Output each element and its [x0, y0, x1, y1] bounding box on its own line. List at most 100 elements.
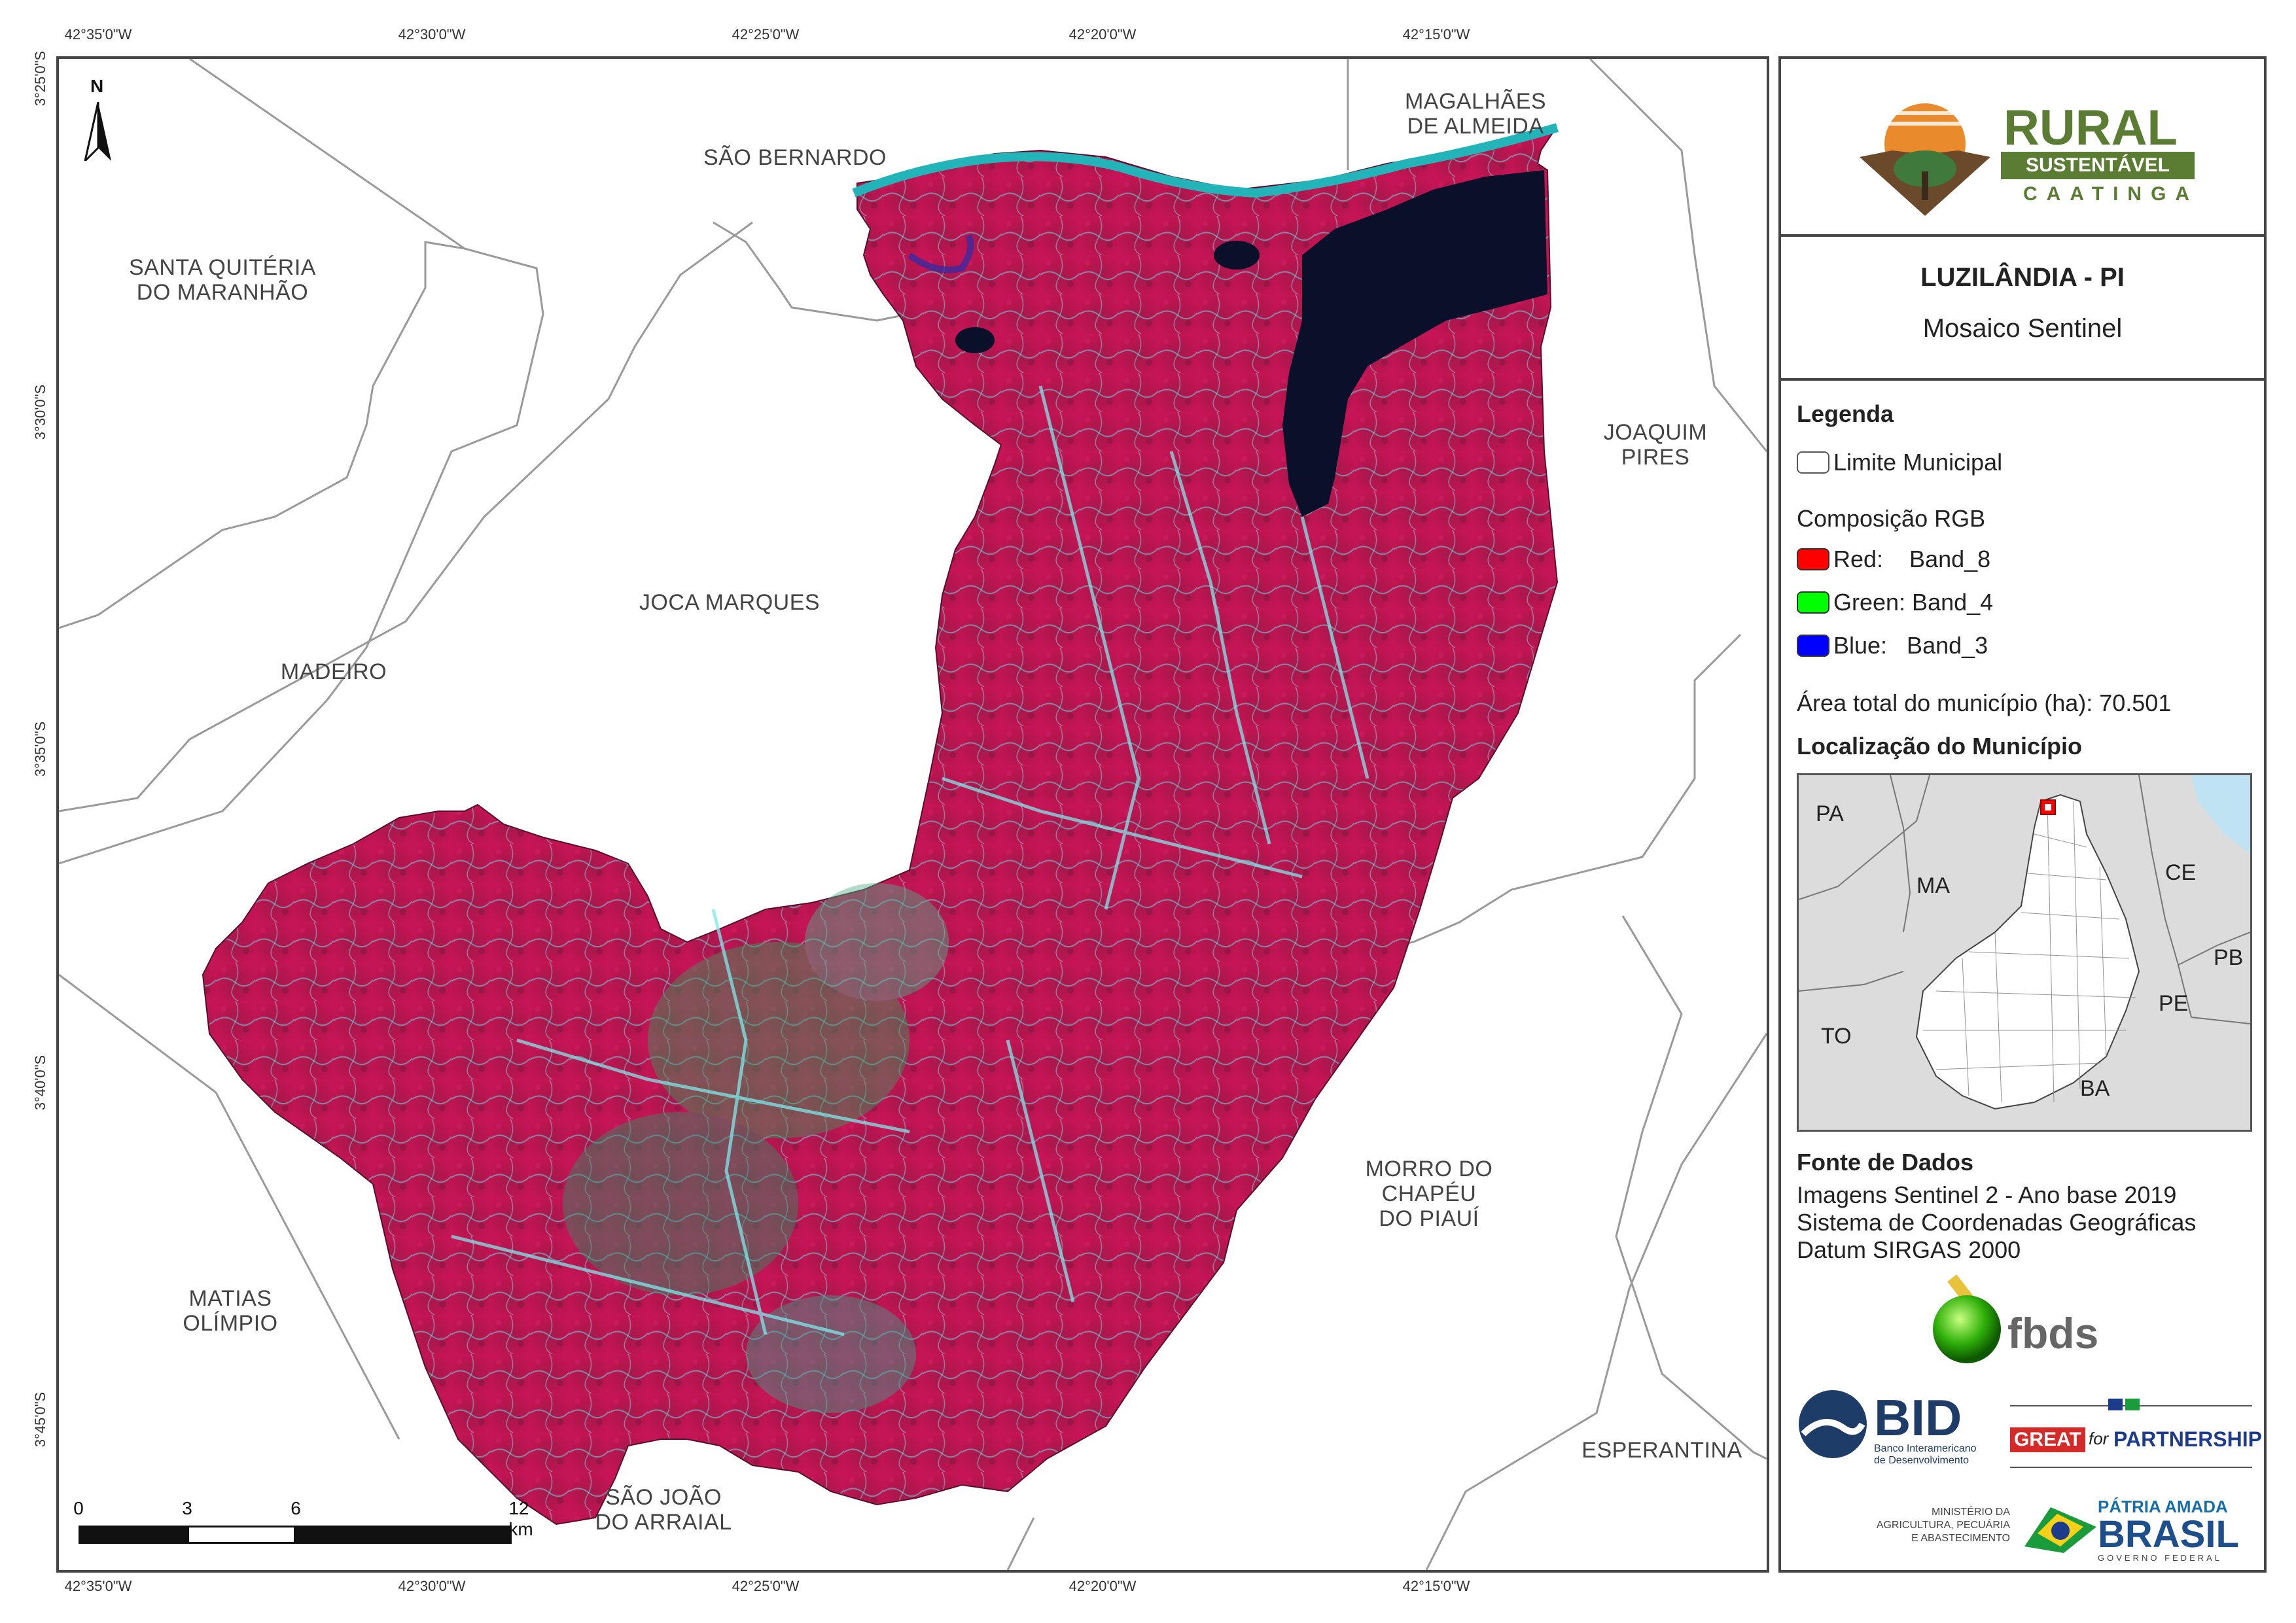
- governo-federal-text: GOVERNO FEDERAL: [2098, 1553, 2223, 1563]
- municipal-boundaries: [59, 59, 1767, 1570]
- blue-swatch: [1797, 635, 1829, 657]
- coord-top-4: 42°20'0"W: [1069, 26, 1137, 43]
- label-magalhaes: MAGALHÃES DE ALMEIDA: [1404, 89, 1547, 139]
- patria-amada-text: PÁTRIA AMADA: [2098, 1497, 2228, 1516]
- coord-top-3: 42°25'0"W: [732, 26, 800, 43]
- coord-bottom-4: 42°20'0"W: [1069, 1578, 1137, 1594]
- ocean: [2191, 775, 2250, 854]
- brasil-text: BRASIL: [2098, 1513, 2239, 1556]
- inset-pa: PA: [1816, 801, 1844, 826]
- coord-left-1: 3°25'0"S: [32, 50, 48, 107]
- location-heading: Localização do Município: [1797, 733, 2083, 759]
- bid-subtitle: Banco Interamericano de Desenvolvimento: [1874, 1443, 1977, 1466]
- label-madeiro: MADEIRO: [280, 659, 387, 684]
- title-box: LUZILÂNDIA - PI Mosaico Sentinel: [1778, 234, 2267, 381]
- label-joaquim-pires: JOAQUIM PIRES: [1603, 420, 1708, 470]
- label-matias-olimpio: MATIAS OLÍMPIO: [183, 1286, 278, 1336]
- coord-top-5: 42°15'0"W: [1402, 26, 1470, 43]
- legend-red: Red: Band_8: [1833, 546, 1991, 572]
- inset-ce: CE: [2165, 860, 2197, 885]
- coord-bottom-1: 42°35'0"W: [64, 1578, 132, 1594]
- coord-bottom-5: 42°15'0"W: [1402, 1578, 1470, 1594]
- logo-caatinga: CAATINGA: [2023, 183, 2199, 205]
- rural-sustentavel-logo-icon: [1860, 103, 1990, 216]
- scale-segment: [79, 1526, 187, 1544]
- lagoon: [1282, 170, 1547, 517]
- bid-logo: BID Banco Interamericano de Desenvolvime…: [1797, 1388, 2013, 1473]
- red-swatch: [1797, 548, 1829, 570]
- municipality-mosaic: [202, 130, 1559, 1526]
- legend-heading: Legenda: [1797, 400, 1894, 427]
- north-arrow: N: [79, 76, 118, 167]
- brasil-flag-icon: [2024, 1507, 2096, 1553]
- great-text: GREAT: [2010, 1427, 2085, 1452]
- coord-bottom-3: 42°25'0"W: [732, 1578, 800, 1594]
- coord-left-3: 3°35'0"S: [32, 721, 48, 777]
- land-features: [451, 385, 1369, 1336]
- vegetation-patches: [563, 883, 949, 1413]
- coord-left-2: 3°30'0"S: [32, 384, 48, 440]
- fbds-logo: fbds: [1929, 1270, 2125, 1369]
- scale-segment: [296, 1526, 512, 1544]
- river: [852, 123, 1559, 198]
- sources-line1: Imagens Sentinel 2 - Ano base 2019: [1797, 1181, 2177, 1208]
- label-santa-quiteria: SANTA QUITÉRIA DO MARANHÃO: [129, 255, 316, 305]
- map-frame: N MAGALHÃES DE ALMEIDA SÃO BERNARDO SANT…: [56, 56, 1769, 1573]
- inset-pe: PE: [2159, 991, 2189, 1016]
- label-morro-do-chapeu: MORRO DO CHAPÉU DO PIAUÍ: [1365, 1157, 1493, 1231]
- map-canvas: [59, 59, 1767, 1570]
- great-partnership-logo: GREAT for PARTNERSHIP: [2010, 1399, 2262, 1477]
- water-body: [1214, 241, 1260, 270]
- inset-ba: BA: [2080, 1076, 2110, 1101]
- fbds-text: fbds: [2007, 1309, 2099, 1357]
- scale-label-12: 12 km: [508, 1498, 533, 1539]
- logo-rural: RURAL: [2004, 100, 2178, 156]
- map-title: LUZILÂNDIA - PI: [1920, 263, 2125, 292]
- inset-map-svg: [1799, 775, 2250, 1130]
- sources-heading: Fonte de Dados: [1797, 1149, 1974, 1176]
- coord-left-4: 3°40'0"S: [32, 1055, 48, 1111]
- coord-top-1: 42°35'0"W: [64, 26, 132, 43]
- legend-limit: Limite Municipal: [1833, 449, 2003, 476]
- north-label: N: [90, 76, 104, 96]
- uk-flag-icon: [2108, 1399, 2123, 1410]
- partnership-text: PARTNERSHIP: [2113, 1427, 2262, 1451]
- green-swatch: [1797, 591, 1829, 614]
- north-arrow-icon: [84, 102, 111, 161]
- inset-map: PA MA CE PB PE TO BA: [1797, 773, 2252, 1132]
- coord-bottom-2: 42°30'0"W: [398, 1578, 466, 1594]
- inset-pb: PB: [2214, 945, 2244, 970]
- label-sao-bernardo: SÃO BERNARDO: [703, 145, 887, 170]
- bid-logo-icon: [1799, 1390, 1867, 1458]
- legend-green: Green: Band_4: [1833, 589, 1994, 616]
- scale-label-6: 6: [291, 1498, 301, 1518]
- scale-label-3: 3: [182, 1498, 192, 1518]
- scale-bar: 0 3 6 12 km: [73, 1498, 534, 1550]
- great-for-text: for: [2089, 1429, 2109, 1448]
- inset-ma: MA: [1916, 873, 1950, 898]
- map-subtitle: Mosaico Sentinel: [1922, 314, 2123, 343]
- water-body: [955, 327, 995, 353]
- label-sao-joao-do-arraial: SÃO JOÃO DO ARRAIAL: [595, 1485, 732, 1535]
- coord-left-5: 3°45'0"S: [32, 1391, 48, 1448]
- scale-segment: [187, 1526, 296, 1544]
- logo-sustentavel: SUSTENTÁVEL: [2001, 152, 2195, 179]
- ministerio-text: MINISTÉRIO DA AGRICULTURA, PECUÁRIA E AB…: [1876, 1507, 2010, 1544]
- label-joca-marques: JOCA MARQUES: [639, 590, 821, 615]
- logo-box: RURAL SUSTENTÁVEL CAATINGA: [1778, 56, 2267, 237]
- label-esperantina: ESPERANTINA: [1581, 1438, 1742, 1463]
- inset-to: TO: [1821, 1024, 1852, 1049]
- reservoir: [908, 234, 974, 273]
- bid-text: BID: [1874, 1389, 1962, 1446]
- sources-line3: Datum SIRGAS 2000: [1797, 1236, 2021, 1263]
- scale-label-0: 0: [73, 1498, 84, 1518]
- sources-line2: Sistema de Coordenadas Geográficas: [1797, 1209, 2197, 1236]
- legend-box: Legenda Limite Municipal Composição RGB …: [1778, 378, 2267, 1573]
- limit-swatch: [1797, 451, 1829, 474]
- divider: [2010, 1467, 2252, 1468]
- brasil-logo: PÁTRIA AMADA BRASIL GOVERNO FEDERAL: [2024, 1497, 2260, 1563]
- legend-area: Área total do município (ha): 70.501: [1797, 689, 2172, 716]
- legend-blue: Blue: Band_3: [1833, 632, 1988, 659]
- coord-top-2: 42°30'0"W: [398, 26, 466, 43]
- brazil-flag-icon: [2125, 1399, 2140, 1410]
